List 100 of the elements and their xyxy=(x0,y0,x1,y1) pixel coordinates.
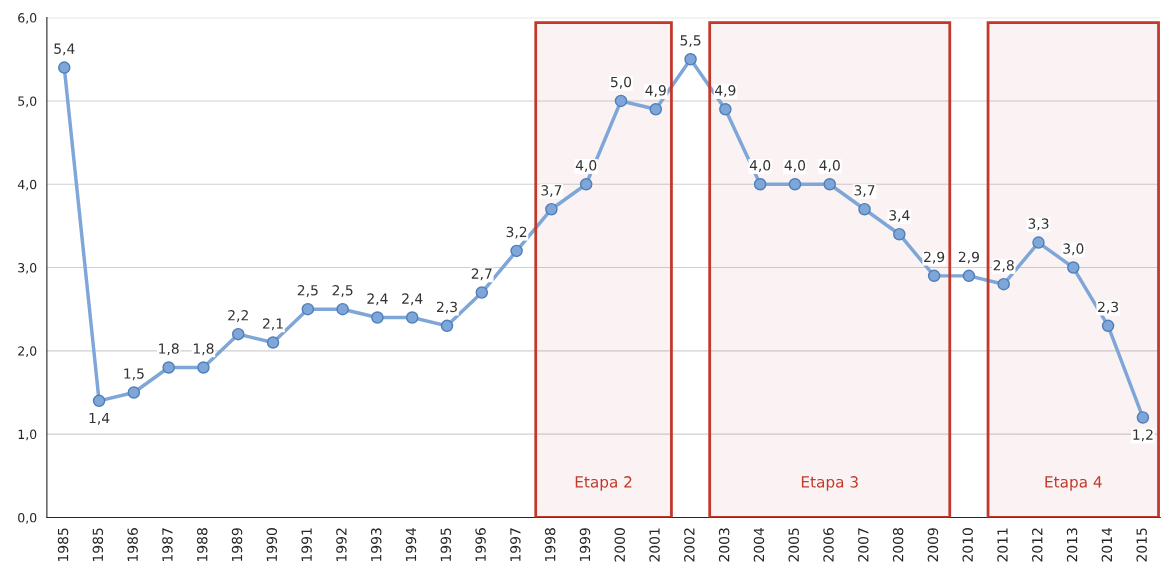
data-label: 2,3 xyxy=(1098,301,1119,314)
x-tick-label: 2004 xyxy=(753,527,765,562)
point xyxy=(266,336,280,349)
x-tick-label: 1988 xyxy=(196,528,208,561)
y-tick-label: 5,0 xyxy=(18,96,37,108)
data-label: 3,4 xyxy=(889,210,910,222)
data-label: 3,7 xyxy=(854,185,875,197)
y-tick-label: 1,0 xyxy=(18,429,37,441)
data-label: 1,8 xyxy=(193,343,214,356)
point xyxy=(997,277,1010,291)
x-tick-label: 1994 xyxy=(405,527,417,561)
data-label: 3,2 xyxy=(506,226,527,239)
x-tick-label: 2001 xyxy=(649,528,660,562)
point xyxy=(1136,411,1150,424)
point xyxy=(649,103,663,116)
point xyxy=(1101,319,1115,333)
data-label: 3,3 xyxy=(1028,218,1049,231)
data-label: 1,4 xyxy=(89,412,110,425)
data-label: 2,3 xyxy=(436,301,457,314)
y-tick-label: 6,0 xyxy=(18,13,37,24)
x-tick-label: 1986 xyxy=(127,528,138,561)
point xyxy=(823,177,836,191)
data-label: 1,8 xyxy=(159,343,179,356)
x-tick-label: 1989 xyxy=(231,528,243,561)
data-label: 5,5 xyxy=(680,35,701,48)
point xyxy=(440,319,454,333)
data-label: 2,4 xyxy=(367,293,388,306)
band-label: Etapa 3 xyxy=(801,476,858,491)
point xyxy=(336,302,349,316)
point xyxy=(719,103,732,116)
x-tick-label: 2015 xyxy=(1136,528,1147,562)
x-tick-label: 1990 xyxy=(266,528,278,561)
data-label: 2,5 xyxy=(332,284,353,297)
x-tick-label: 2006 xyxy=(823,528,834,562)
point xyxy=(510,244,523,258)
data-label: 4,0 xyxy=(784,160,806,172)
point xyxy=(927,269,941,283)
x-tick-label: 2007 xyxy=(858,528,869,562)
point xyxy=(788,177,802,191)
x-tick-label: 1987 xyxy=(162,528,173,561)
y-tick-label: 2,0 xyxy=(18,346,37,358)
y-tick-label: 3,0 xyxy=(18,263,37,274)
x-tick-label: 2000 xyxy=(614,528,626,562)
data-label: 2,8 xyxy=(993,260,1014,272)
x-tick-label: 2012 xyxy=(1032,528,1043,562)
point xyxy=(231,327,245,341)
point xyxy=(127,386,141,399)
x-tick-label: 2008 xyxy=(892,528,904,562)
x-tick-label: 1985 xyxy=(92,528,104,561)
data-label: 2,9 xyxy=(924,251,945,264)
point xyxy=(92,394,106,408)
y-tick-label: 4,0 xyxy=(17,179,37,191)
point xyxy=(893,227,906,241)
data-label: 1,5 xyxy=(124,368,144,381)
point xyxy=(58,61,71,74)
point xyxy=(197,361,210,374)
point xyxy=(684,53,697,66)
data-label: 1,2 xyxy=(1133,429,1153,442)
band-label: Etapa 4 xyxy=(1045,476,1102,491)
point xyxy=(579,177,593,191)
x-tick-label: 1996 xyxy=(475,528,486,561)
point xyxy=(405,311,419,324)
x-tick-label: 1998 xyxy=(544,528,556,561)
x-tick-label: 1999 xyxy=(579,528,591,561)
data-label: 4,0 xyxy=(575,160,597,172)
x-tick-label: 1993 xyxy=(370,528,382,561)
x-tick-label: 2010 xyxy=(962,528,973,562)
x-tick-label: 2003 xyxy=(718,528,730,562)
data-label: 2,7 xyxy=(471,268,492,281)
point xyxy=(162,361,175,374)
x-tick-label: 1992 xyxy=(336,528,347,561)
x-tick-label: 1991 xyxy=(301,528,312,561)
x-tick-label: 2009 xyxy=(927,528,939,562)
point xyxy=(962,269,976,283)
data-label: 5,4 xyxy=(54,43,75,56)
x-tick-label: 1995 xyxy=(440,528,452,561)
point xyxy=(753,177,767,191)
point xyxy=(475,286,489,299)
data-label: 4,9 xyxy=(645,85,666,97)
point xyxy=(301,302,315,316)
point xyxy=(545,202,558,216)
y-tick-label: 0,0 xyxy=(18,512,37,524)
x-tick-label: 2013 xyxy=(1066,528,1078,562)
data-label: 2,4 xyxy=(402,293,423,306)
x-tick-label: 2011 xyxy=(997,528,1008,562)
point xyxy=(1032,236,1045,249)
data-label: 4,9 xyxy=(714,85,736,97)
data-label: 3,7 xyxy=(541,185,562,197)
data-label: 2,5 xyxy=(297,284,318,297)
point xyxy=(614,94,628,108)
data-label: 3,0 xyxy=(1063,243,1084,256)
point xyxy=(371,311,384,324)
data-label: 4,0 xyxy=(819,160,840,172)
data-label: 4,0 xyxy=(749,160,771,172)
x-tick-label: 2005 xyxy=(788,528,799,562)
data-label: 2,2 xyxy=(228,309,248,322)
x-tick-label: 1997 xyxy=(510,528,521,561)
data-label: 2,9 xyxy=(958,251,979,264)
data-label: 5,0 xyxy=(611,76,632,89)
data-label: 2,1 xyxy=(263,318,283,331)
